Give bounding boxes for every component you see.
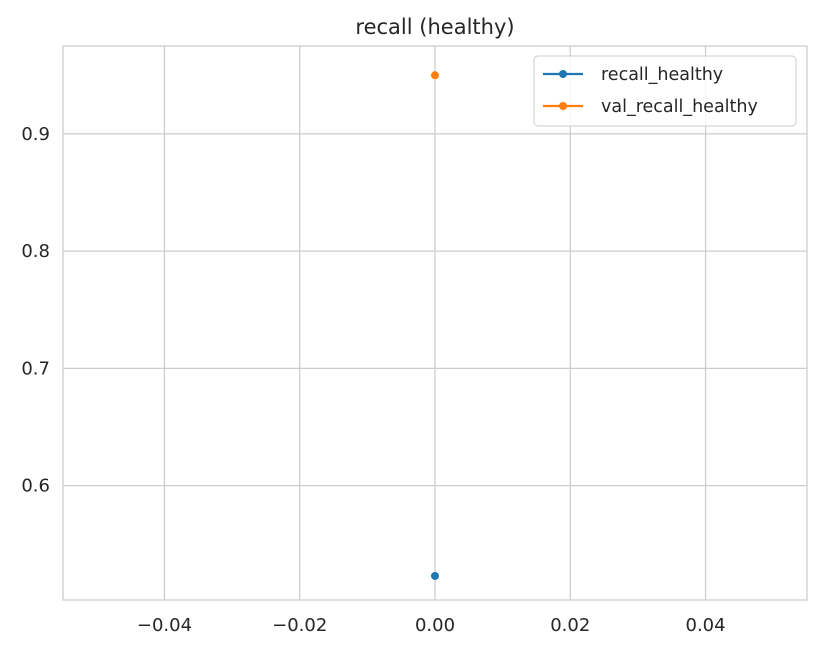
x-tick-label: 0.00: [415, 615, 455, 636]
x-tick-label: −0.04: [137, 615, 192, 636]
legend: recall_healthy val_recall_healthy: [533, 55, 797, 127]
y-tick-label: 0.9: [21, 124, 50, 145]
x-tick-label: −0.02: [272, 615, 327, 636]
y-tick-label: 0.7: [21, 358, 50, 379]
legend-marker: [559, 102, 567, 110]
plot-frame: [62, 45, 808, 601]
grid-layer: [63, 46, 807, 600]
data-point: [431, 71, 439, 80]
series-layer: [431, 71, 439, 580]
legend-box: [533, 55, 797, 127]
data-point: [431, 571, 439, 580]
y-tick-label: 0.6: [21, 476, 50, 497]
legend-label: val_recall_healthy: [601, 97, 758, 117]
x-tick-label: 0.04: [686, 615, 726, 636]
legend-label: recall_healthy: [601, 65, 723, 85]
x-tick-label: 0.02: [550, 615, 590, 636]
legend-marker: [559, 70, 567, 78]
tick-layer: −0.04 −0.02 0.00 0.02 0.04 0.6 0.7 0.8 0.9: [21, 124, 725, 636]
chart-title: recall (healthy): [355, 15, 514, 39]
y-tick-label: 0.8: [21, 241, 50, 262]
